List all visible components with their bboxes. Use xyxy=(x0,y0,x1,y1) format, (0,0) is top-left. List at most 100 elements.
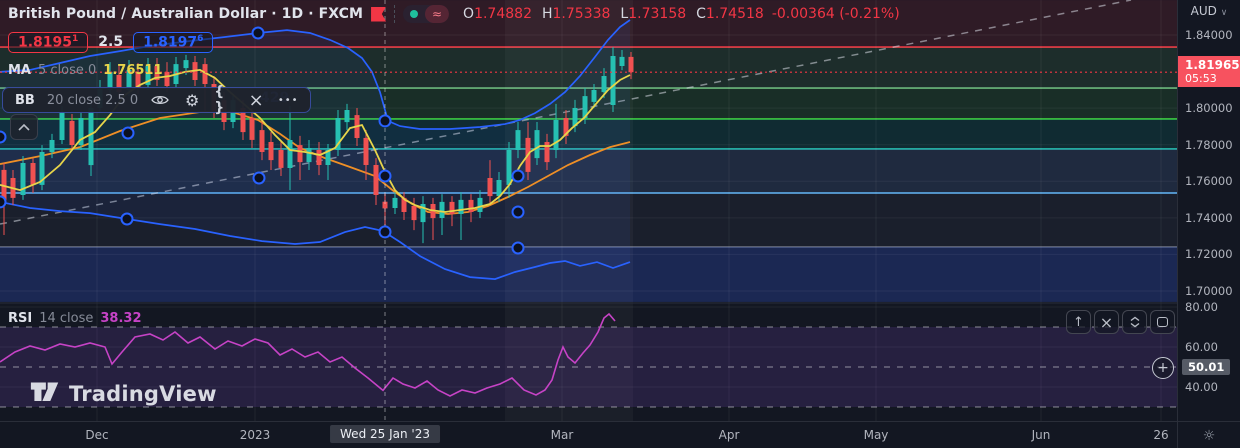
candle-body xyxy=(420,204,426,223)
collapse-pane-button[interactable] xyxy=(1122,310,1147,334)
bb-anchor-point[interactable] xyxy=(251,26,265,40)
time-tick: 26 xyxy=(1153,428,1169,442)
ohlc-c: C1.74518 xyxy=(696,6,764,22)
candle-body xyxy=(335,118,341,150)
time-tick: Mar xyxy=(550,428,574,442)
ohlc-o: O1.74882 xyxy=(463,6,532,22)
candle-body xyxy=(610,56,616,105)
candle-body xyxy=(487,178,493,197)
candle-body xyxy=(107,71,113,90)
time-axis[interactable]: ☼ Dec 2023 Mar Apr May Jun 26 Wed 25 Jan '23 xyxy=(0,421,1240,448)
candle-body xyxy=(164,71,170,86)
bb-indicator-toolbar: BB 20 close 2.5 0 ⚙ { } × ••• xyxy=(2,84,312,116)
rsi-tick: 60.00 xyxy=(1185,340,1218,354)
candle-body xyxy=(591,90,597,102)
candle-body xyxy=(325,150,331,165)
bb-anchor-point[interactable] xyxy=(0,195,7,209)
price-axis[interactable]: AUD ∨ 1.84000 1.80000 1.78000 1.76000 1.7400… xyxy=(1177,0,1240,421)
candle-body xyxy=(515,130,521,150)
price-tick: 1.84000 xyxy=(1185,28,1233,42)
ohlc-h: H1.75338 xyxy=(541,6,611,22)
bb-anchor-point[interactable] xyxy=(121,126,135,140)
ma-params: 5 close 0 xyxy=(38,63,97,78)
candle-body xyxy=(287,140,293,168)
legend-separator xyxy=(394,5,396,23)
ma-value: 1.76511 xyxy=(103,63,163,78)
market-open-dot-icon xyxy=(410,10,419,18)
bb-anchor-point[interactable] xyxy=(378,225,392,239)
rsi-pane-toolbar: ↑ × xyxy=(1066,310,1175,334)
remove-indicator-icon[interactable]: × xyxy=(248,89,264,111)
flag-icon[interactable] xyxy=(371,6,387,22)
rsi-indicator-legend[interactable]: RSI 14 close 38.32 xyxy=(8,311,142,326)
candle-body xyxy=(563,118,569,136)
axis-currency-selector[interactable]: AUD ∨ xyxy=(1190,4,1228,18)
candle-body xyxy=(49,140,55,153)
bb-anchor-point[interactable] xyxy=(511,169,525,183)
settings-gear-icon[interactable]: ⚙ xyxy=(185,90,200,110)
time-tick: Jun xyxy=(1031,428,1051,442)
candle-body xyxy=(116,75,122,92)
bb-anchor-point[interactable] xyxy=(511,241,525,255)
bb-name: BB xyxy=(15,92,35,108)
ohlc-l: L1.73158 xyxy=(620,6,687,22)
stddev-label: 2.5 xyxy=(98,34,124,51)
candle-body xyxy=(154,66,160,80)
price-and-rsi-chart-canvas[interactable] xyxy=(0,0,1177,421)
bb-anchor-point[interactable] xyxy=(0,130,7,144)
ma-indicator-legend[interactable]: MA 5 close 0 1.76511 xyxy=(8,63,163,78)
tradingview-wordmark: TradingView xyxy=(69,382,217,406)
bb-anchor-point[interactable] xyxy=(511,205,525,219)
candle-body xyxy=(240,108,246,133)
candle-body xyxy=(278,150,284,168)
bb-anchor-point[interactable] xyxy=(120,212,134,226)
source-code-braces-icon[interactable]: { } xyxy=(214,84,225,116)
candle-body xyxy=(496,180,502,197)
time-axis-settings[interactable]: ☼ xyxy=(1177,422,1240,448)
chevron-down-icon: ∨ xyxy=(1220,8,1228,18)
maximize-pane-button[interactable] xyxy=(1150,310,1175,334)
candle-body xyxy=(78,118,84,146)
market-status-toggle[interactable]: ≈ xyxy=(403,5,450,23)
collapse-chevrons-icon xyxy=(1130,316,1139,328)
bb-basis-line xyxy=(0,111,631,215)
more-options-icon[interactable]: ••• xyxy=(277,94,299,106)
change-readout: -0.00364 (-0.21%) xyxy=(771,6,900,22)
candle-body xyxy=(126,69,132,90)
collapse-legend-button[interactable] xyxy=(10,114,38,140)
candle-body xyxy=(553,120,559,150)
candle-body xyxy=(344,110,350,123)
add-alert-plus-button[interactable]: + xyxy=(1152,357,1174,379)
selected-date-badge: Wed 25 Jan '23 xyxy=(330,425,440,443)
price-tick: 1.80000 xyxy=(1185,101,1233,116)
price-zone xyxy=(0,118,1177,149)
candle-body xyxy=(382,201,388,209)
bb-anchor-point[interactable] xyxy=(252,171,266,185)
candle-body xyxy=(297,145,303,163)
close-pane-button[interactable]: × xyxy=(1094,310,1119,334)
rsi-value: 38.32 xyxy=(100,311,142,326)
bb-anchor-point[interactable] xyxy=(378,169,392,183)
tradingview-mark-icon xyxy=(30,382,59,402)
ma-name: MA xyxy=(8,63,31,78)
sun-icon: ☼ xyxy=(1202,427,1216,444)
candle-body xyxy=(268,142,274,161)
time-tick: 2023 xyxy=(239,428,271,442)
candle-body xyxy=(449,201,455,214)
candle-body xyxy=(202,64,208,84)
candle-body xyxy=(506,150,512,185)
symbol-title[interactable]: British Pound / Australian Dollar · 1D ·… xyxy=(8,6,364,22)
bb-anchor-point[interactable] xyxy=(378,114,392,128)
delayed-data-icon: ≈ xyxy=(425,5,450,23)
visibility-eye-icon[interactable] xyxy=(150,90,170,110)
rsi-tick: 80.00 xyxy=(1185,300,1218,314)
last-price-badge: 1.81965 05:53 xyxy=(1178,56,1240,88)
move-pane-up-button[interactable]: ↑ xyxy=(1066,310,1091,334)
price-level-badges: 1.81951 2.5 1.81976 xyxy=(8,32,214,53)
candle-body xyxy=(69,120,75,145)
tradingview-logo[interactable]: TradingView xyxy=(30,381,217,407)
price-tick: 1.70000 xyxy=(1185,284,1233,298)
candle-body xyxy=(572,108,578,127)
candle-body xyxy=(619,56,625,66)
